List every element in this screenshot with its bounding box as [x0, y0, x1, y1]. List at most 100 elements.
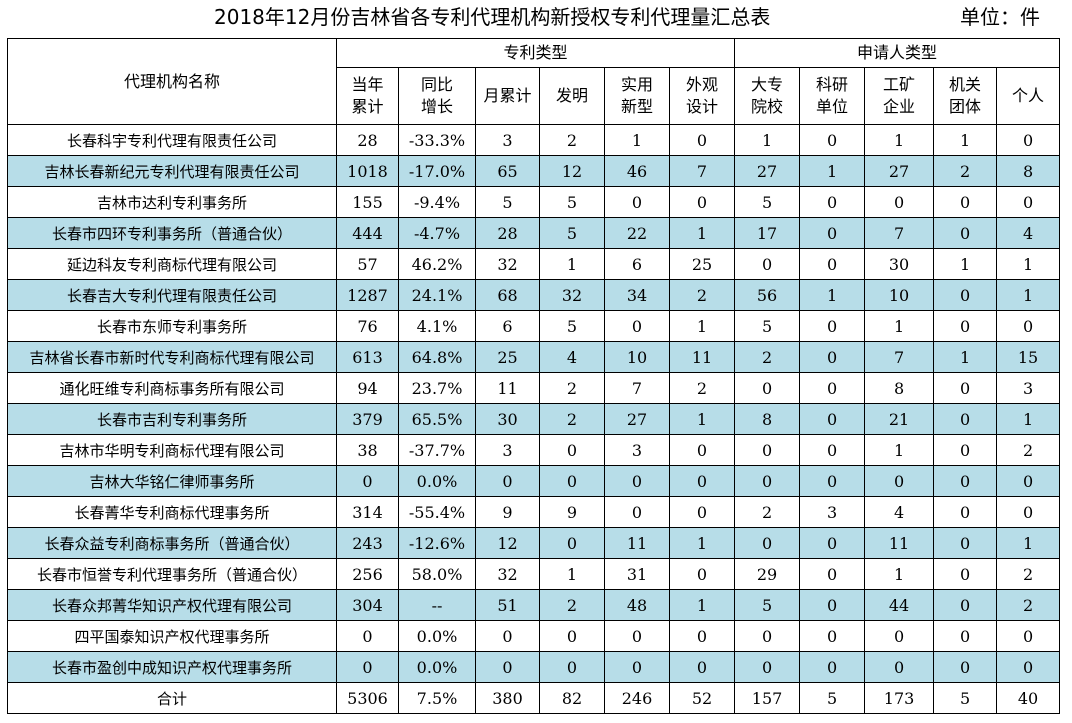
- annual-total: 155: [336, 186, 399, 218]
- unit-label: 单位：件: [960, 5, 1040, 29]
- institution-count: 1: [933, 248, 998, 280]
- utility-count: 0: [604, 186, 670, 218]
- university-count: 8: [734, 403, 801, 435]
- research-count: 0: [799, 217, 866, 249]
- month-total: 9: [475, 496, 540, 528]
- month-total: 6: [475, 310, 540, 342]
- research-count: 0: [799, 620, 866, 652]
- institution-count: 0: [933, 620, 998, 652]
- utility-count: 0: [604, 496, 670, 528]
- enterprise-count: 0: [864, 620, 935, 652]
- design-count: 1: [668, 589, 736, 621]
- design-count: 11: [668, 341, 736, 373]
- university-count: 29: [734, 558, 801, 590]
- month-total: 0: [475, 620, 540, 652]
- individual-count: 2: [996, 434, 1061, 466]
- utility-count: 48: [604, 589, 670, 621]
- utility-count: 34: [604, 279, 670, 311]
- annual-total: 314: [336, 496, 399, 528]
- agency-name: 吉林市达利专利事务所: [7, 186, 337, 218]
- agency-name: 长春市四环专利事务所（普通合伙）: [7, 217, 337, 249]
- total-invention: 82: [539, 682, 605, 714]
- header-group-applicant: 申请人类型: [734, 38, 1061, 68]
- invention-count: 0: [539, 527, 605, 559]
- agency-name: 延边科友专利商标代理有限公司: [7, 248, 337, 280]
- individual-count: 3: [996, 372, 1061, 404]
- institution-count: 0: [933, 651, 998, 683]
- individual-count: 15: [996, 341, 1061, 373]
- research-count: 0: [799, 372, 866, 404]
- institution-count: 0: [933, 372, 998, 404]
- agency-name: 吉林市华明专利商标代理有限公司: [7, 434, 337, 466]
- total-individual: 40: [996, 682, 1061, 714]
- research-count: 1: [799, 155, 866, 187]
- agency-name: 长春市盈创中成知识产权代理事务所: [7, 651, 337, 683]
- total-institution: 5: [933, 682, 998, 714]
- agency-name: 四平国泰知识产权代理事务所: [7, 620, 337, 652]
- individual-count: 0: [996, 310, 1061, 342]
- research-count: 0: [799, 558, 866, 590]
- annual-total: 444: [336, 217, 399, 249]
- table-footer: 合计 5306 7.5% 380 82 246 52 157 5 173 5 4…: [7, 682, 1061, 714]
- annual-total: 0: [336, 465, 399, 497]
- invention-count: 12: [539, 155, 605, 187]
- annual-total: 256: [336, 558, 399, 590]
- university-count: 5: [734, 589, 801, 621]
- annual-total: 243: [336, 527, 399, 559]
- yoy-growth: 64.8%: [398, 341, 476, 373]
- yoy-growth: 0.0%: [398, 620, 476, 652]
- university-count: 27: [734, 155, 801, 187]
- yoy-growth: -17.0%: [398, 155, 476, 187]
- annual-total: 1018: [336, 155, 399, 187]
- invention-count: 5: [539, 310, 605, 342]
- agency-name: 长春菁华专利商标代理事务所: [7, 496, 337, 528]
- utility-count: 3: [604, 434, 670, 466]
- university-count: 0: [734, 620, 801, 652]
- utility-count: 6: [604, 248, 670, 280]
- yoy-growth: 65.5%: [398, 403, 476, 435]
- university-count: 0: [734, 248, 801, 280]
- design-count: 1: [668, 527, 736, 559]
- individual-count: 2: [996, 589, 1061, 621]
- design-count: 0: [668, 465, 736, 497]
- month-total: 0: [475, 465, 540, 497]
- invention-count: 5: [539, 186, 605, 218]
- invention-count: 0: [539, 651, 605, 683]
- invention-count: 2: [539, 124, 605, 156]
- total-label: 合计: [7, 682, 337, 714]
- enterprise-count: 7: [864, 217, 935, 249]
- annual-total: 379: [336, 403, 399, 435]
- summary-table: 代理机构名称 专利类型 申请人类型 当年 累计 同比 增长 月累计 发明 实用 新型 …: [7, 38, 1061, 714]
- yoy-growth: 4.1%: [398, 310, 476, 342]
- header-invention: 发明: [539, 67, 605, 125]
- invention-count: 1: [539, 558, 605, 590]
- research-count: 0: [799, 434, 866, 466]
- month-total: 68: [475, 279, 540, 311]
- table-row: 长春市吉利专利事务所 379 65.5% 30 2 27 1 8 0 21 0 1: [7, 403, 1061, 435]
- university-count: 5: [734, 186, 801, 218]
- research-count: 0: [799, 124, 866, 156]
- header-agency: 代理机构名称: [7, 38, 337, 125]
- header-design: 外观 设计: [668, 67, 736, 125]
- table-row: 长春众邦菁华知识产权代理有限公司 304 -- 51 2 48 1 5 0 44 0 2: [7, 589, 1061, 621]
- annual-total: 28: [336, 124, 399, 156]
- enterprise-count: 1: [864, 124, 935, 156]
- agency-name: 长春众益专利商标事务所（普通合伙）: [7, 527, 337, 559]
- utility-count: 0: [604, 651, 670, 683]
- invention-count: 9: [539, 496, 605, 528]
- yoy-growth: 23.7%: [398, 372, 476, 404]
- university-count: 0: [734, 465, 801, 497]
- agency-name: 长春吉大专利代理有限责任公司: [7, 279, 337, 311]
- invention-count: 32: [539, 279, 605, 311]
- agency-name: 长春市恒誉专利代理事务所（普通合伙）: [7, 558, 337, 590]
- invention-count: 0: [539, 434, 605, 466]
- individual-count: 0: [996, 620, 1061, 652]
- annual-total: 0: [336, 651, 399, 683]
- month-total: 11: [475, 372, 540, 404]
- institution-count: 0: [933, 403, 998, 435]
- individual-count: 1: [996, 279, 1061, 311]
- header-university: 大专 院校: [734, 67, 801, 125]
- table-row: 吉林长春新纪元专利代理有限责任公司 1018 -17.0% 65 12 46 7 27 1 27 2…: [7, 155, 1061, 187]
- design-count: 2: [668, 279, 736, 311]
- individual-count: 0: [996, 124, 1061, 156]
